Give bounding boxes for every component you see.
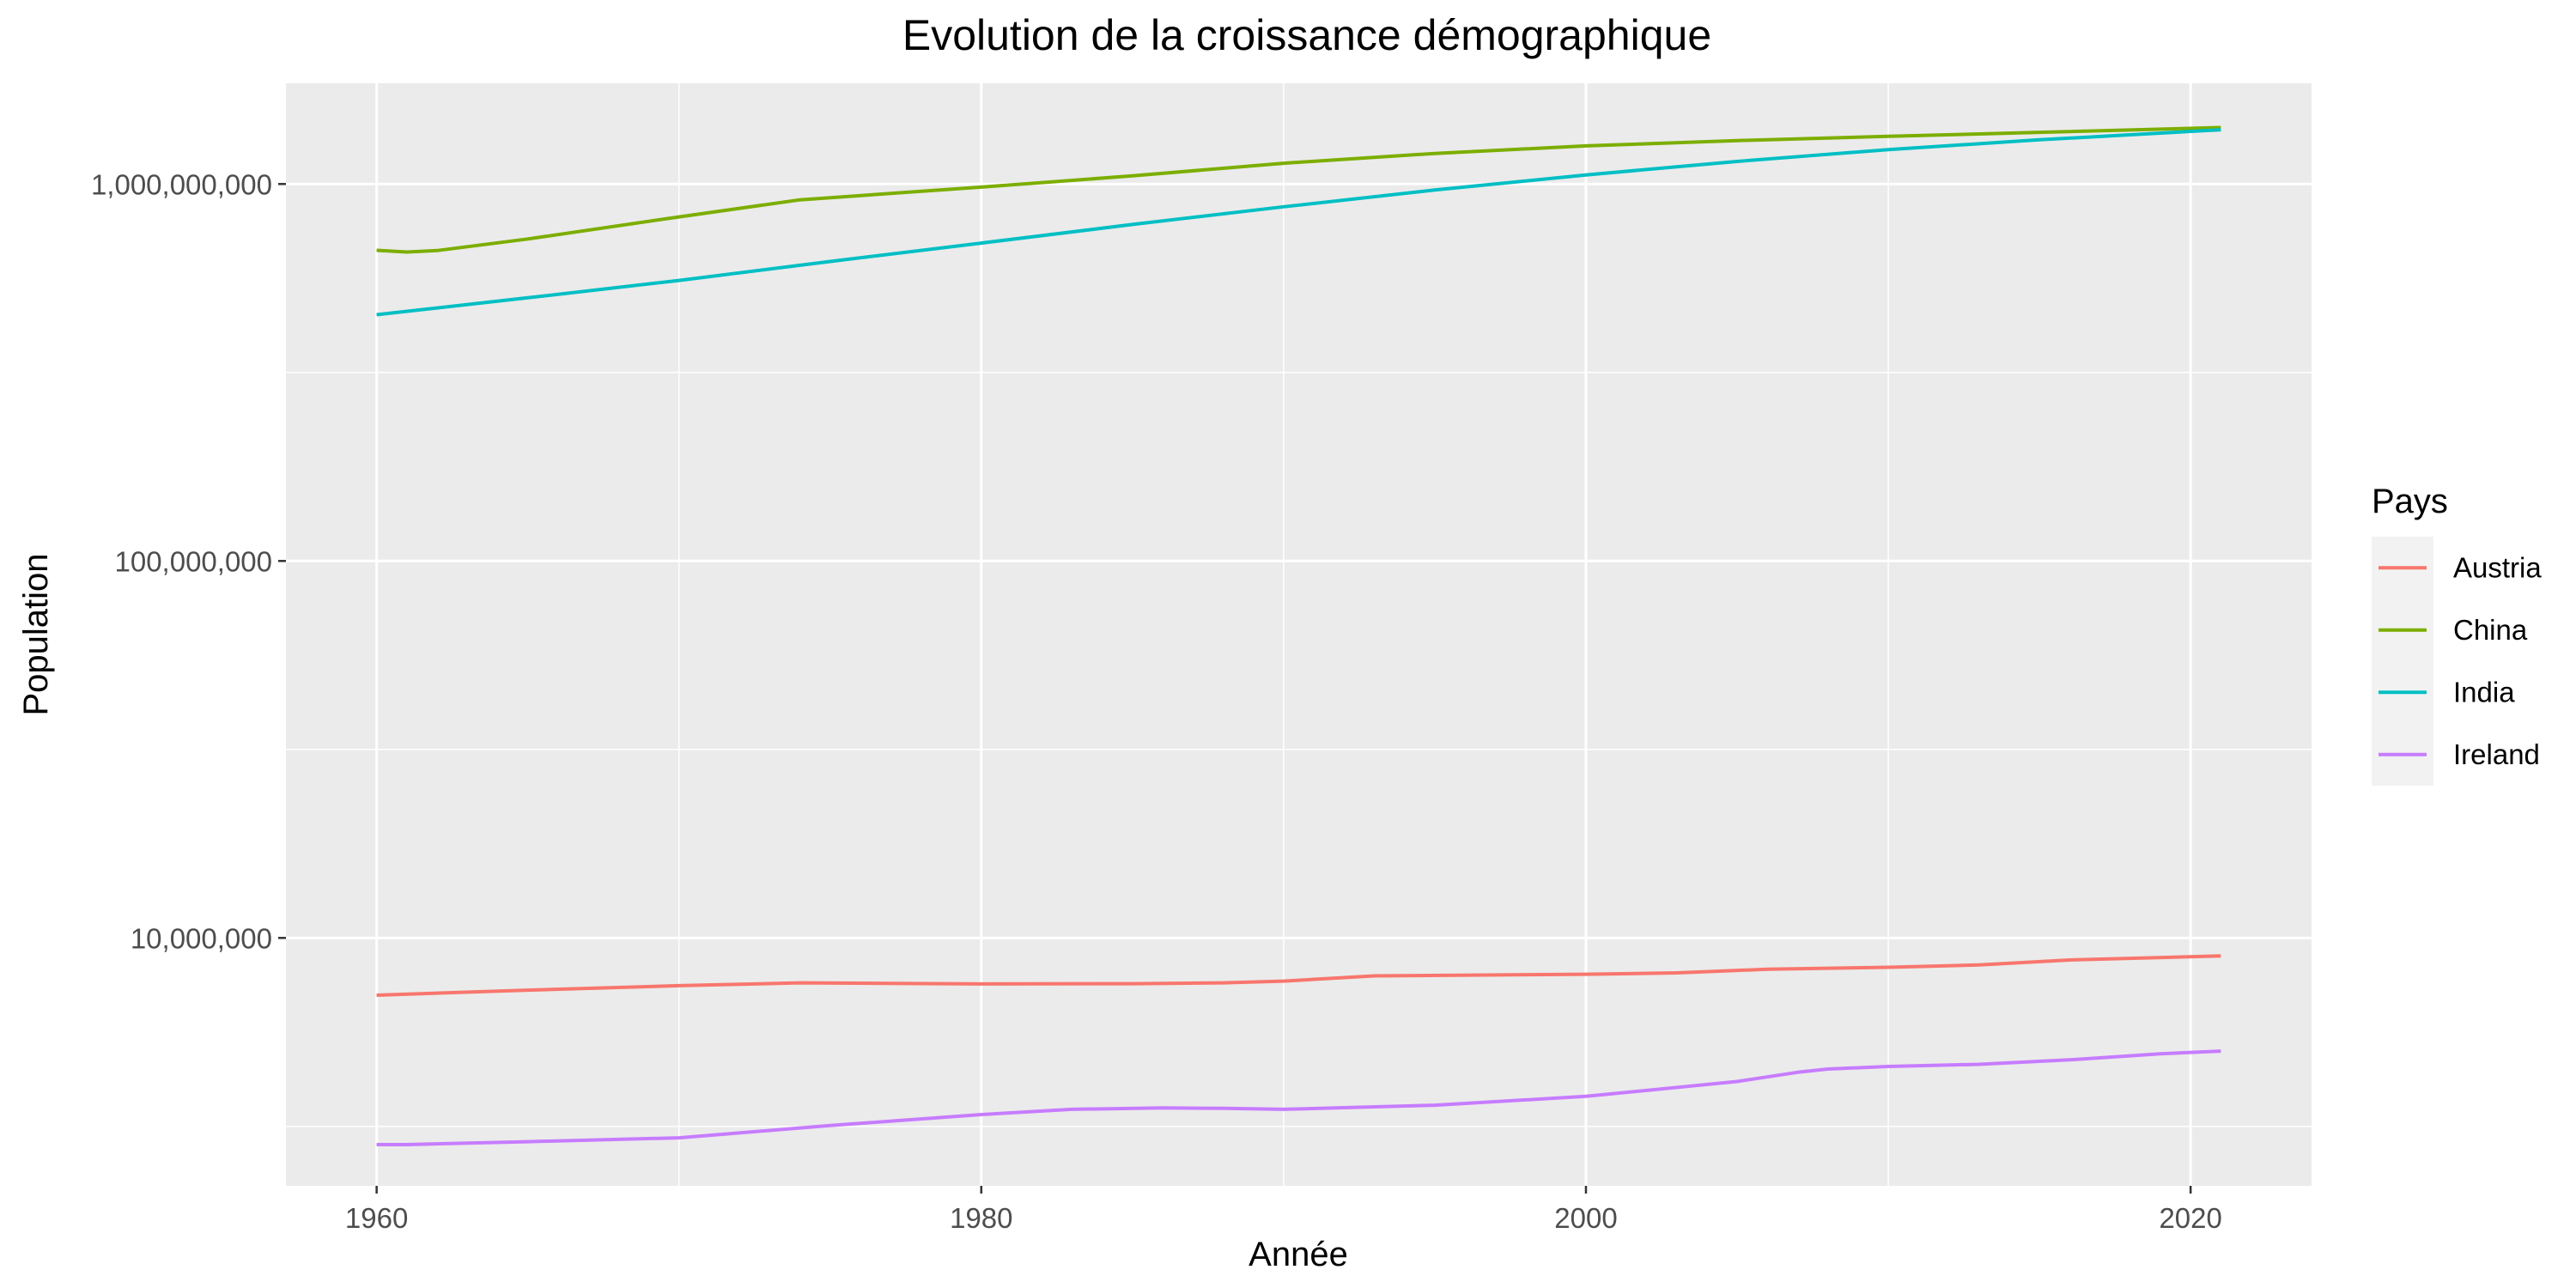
series-line-ireland <box>376 1049 2221 1146</box>
series-lines <box>376 125 2221 1146</box>
legend-items: Austria China India Ireland <box>2379 551 2542 770</box>
series-line-china <box>376 125 2221 254</box>
legend-label: China <box>2453 614 2528 646</box>
legend-label: India <box>2453 676 2515 708</box>
x-axis-title: Année <box>1249 1236 1348 1273</box>
y-axis-title: Population <box>17 553 55 715</box>
y-axis: 10,000,000 100,000,000 1,000,000,000 <box>91 168 286 954</box>
major-gridlines <box>286 83 2312 1186</box>
chart-title: Evolution de la croissance démographique <box>902 11 1711 59</box>
legend-label: Austria <box>2453 551 2542 583</box>
x-tick-label: 2020 <box>2159 1202 2221 1234</box>
y-tick-label: 100,000,000 <box>114 545 272 577</box>
plot-panel <box>286 83 2312 1186</box>
x-axis: 1960 1980 2000 2020 <box>345 1186 2222 1234</box>
legend-title: Pays <box>2372 483 2448 520</box>
series-line-india <box>376 128 2221 317</box>
x-tick-label: 1980 <box>950 1202 1012 1234</box>
y-tick-label: 10,000,000 <box>131 922 272 954</box>
legend-label: Ireland <box>2453 738 2540 770</box>
y-tick-label: 1,000,000,000 <box>91 168 272 200</box>
x-tick-label: 2000 <box>1554 1202 1617 1234</box>
x-tick-label: 1960 <box>345 1202 408 1234</box>
minor-gridlines <box>286 83 2312 1186</box>
legend-key-background <box>2372 537 2433 786</box>
legend: Pays Austria China India Ireland <box>2372 483 2542 786</box>
series-line-austria <box>376 954 2221 997</box>
